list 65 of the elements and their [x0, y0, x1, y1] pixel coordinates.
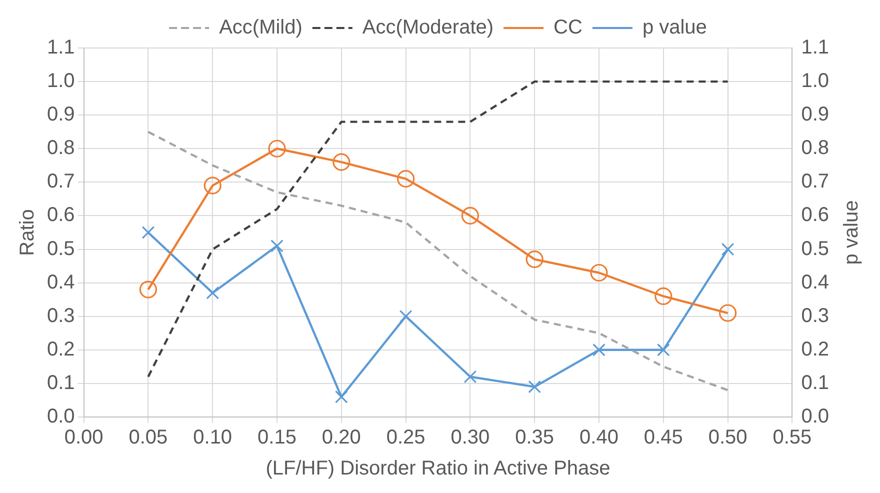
y-tick-label: 0.3: [46, 304, 75, 327]
point: [654, 287, 672, 306]
x-tick-label: 0.25: [386, 426, 426, 449]
y-tick-label: 0.4: [46, 271, 75, 294]
y2-tick-label: 0.6: [801, 204, 830, 226]
y-tick-label: 0.1: [46, 372, 75, 394]
y-tick-label: 1.0: [46, 70, 75, 92]
point: [270, 239, 284, 252]
y2-tick-label: 0.0: [801, 406, 830, 428]
point: [526, 250, 544, 268]
x-tick-label: 0.30: [450, 426, 490, 449]
legend-label: CC: [554, 16, 582, 39]
x-tick-label: 0.20: [322, 426, 361, 449]
point: [334, 390, 348, 404]
x-tick-label: 0.45: [644, 426, 683, 449]
x-tick-label: 0.50: [708, 426, 748, 449]
point: [592, 343, 606, 356]
x-tick-label: 0.05: [128, 426, 168, 449]
y-tick-label: 0.2: [46, 338, 75, 360]
x-tick-label: 0.55: [772, 426, 812, 449]
line-series: [147, 80, 729, 378]
legend-label: Acc(Moderate): [362, 16, 494, 39]
y2-tick-label: 1.0: [801, 70, 830, 92]
y-tick-label: 0.0: [46, 406, 75, 428]
point: [206, 286, 220, 300]
y2-tick-label: 0.7: [801, 170, 830, 193]
point: [721, 242, 734, 256]
y2-tick-label: 1.1: [801, 36, 830, 59]
legend-label: Acc(Mild): [219, 16, 302, 39]
y-tick-label: 0.6: [46, 204, 75, 226]
y2-tick-label: 0.4: [801, 271, 830, 294]
y-tick-label: 1.1: [46, 36, 75, 59]
point: [397, 170, 415, 188]
y2-axis-title: p value: [840, 200, 863, 265]
y2-tick-label: 0.9: [801, 104, 830, 126]
point: [719, 304, 737, 322]
point: [528, 380, 542, 394]
x-tick-label: 0.35: [515, 426, 554, 449]
legend-label: p value: [642, 16, 707, 39]
y2-tick-label: 0.5: [801, 238, 830, 260]
point: [332, 153, 350, 171]
x-tick-label: 0.00: [64, 426, 104, 449]
point: [204, 176, 222, 194]
y-tick-label: 0.8: [46, 137, 75, 160]
point: [268, 140, 286, 158]
y2-tick-label: 0.2: [801, 338, 830, 360]
line-series: [147, 130, 729, 392]
point: [399, 310, 412, 323]
y2-tick-label: 0.1: [801, 372, 830, 394]
point: [142, 226, 155, 239]
x-tick-label: 0.10: [193, 426, 232, 449]
point: [464, 370, 477, 384]
y-tick-label: 0.7: [46, 170, 75, 193]
y-tick-label: 0.5: [46, 238, 75, 260]
x-axis-title: (LF/HF) Disorder Ratio in Active Phase: [266, 458, 610, 480]
y2-tick-label: 0.3: [801, 304, 830, 327]
y2-tick-label: 0.8: [801, 137, 830, 160]
y-axis-title: Ratio: [16, 209, 39, 256]
point: [461, 206, 479, 225]
point: [590, 264, 608, 282]
x-tick-label: 0.40: [580, 426, 618, 449]
point: [139, 280, 157, 298]
point: [656, 343, 670, 356]
x-tick-label: 0.15: [258, 426, 296, 449]
y-tick-label: 0.9: [46, 104, 75, 126]
